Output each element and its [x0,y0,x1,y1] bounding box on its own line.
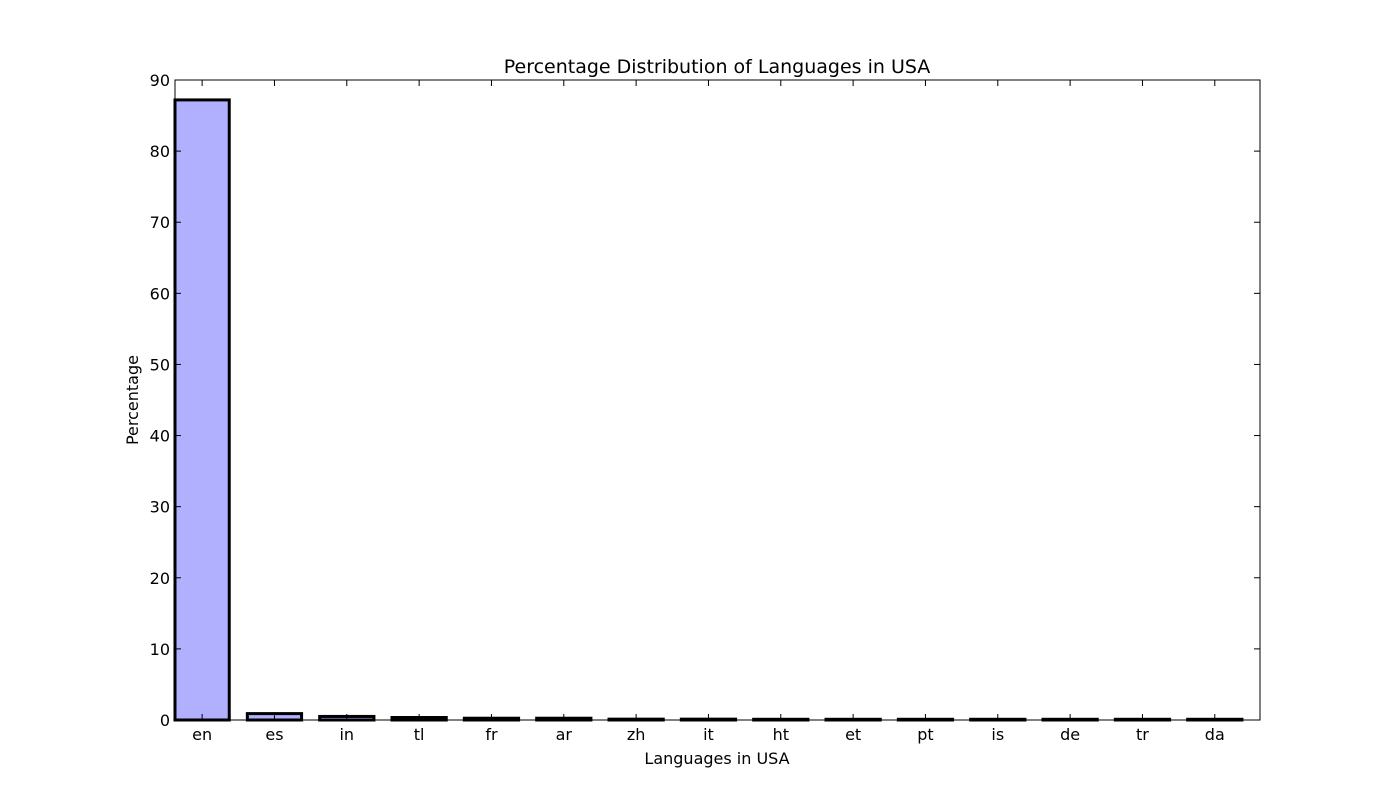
x-tick-label-tl: tl [414,725,425,744]
x-tick-label-in: in [339,725,354,744]
y-axis-label: Percentage [123,355,142,445]
plot-frame [174,79,1261,721]
x-tick-label-fr: fr [485,725,498,744]
y-tick-label: 80 [150,142,170,161]
x-tick-label-da: da [1205,725,1225,744]
x-tick-label-ht: ht [773,725,789,744]
x-tick-label-de: de [1060,725,1080,744]
y-tick-label: 20 [150,569,170,588]
y-tick-label: 50 [150,355,170,374]
bar-en [173,98,231,722]
y-tick-label: 90 [150,71,170,90]
x-axis-label: Languages in USA [644,749,789,768]
x-tick-label-it: it [703,725,714,744]
x-tick-label-is: is [991,725,1004,744]
y-tick-label: 10 [150,640,170,659]
x-tick-label-tr: tr [1136,725,1149,744]
x-tick-label-en: en [192,725,212,744]
y-tick-label: 40 [150,427,170,446]
x-tick-label-es: es [265,725,283,744]
chart-title: Percentage Distribution of Languages in … [504,56,931,78]
x-tick-label-et: et [845,725,861,744]
x-ticks-group: en es in tl fr ar zh it ht et pt is de tr da [192,80,1225,744]
x-tick-label-ar: ar [556,725,573,744]
y-ticks-group: 0 10 20 30 40 50 60 70 80 90 [150,71,1260,730]
y-tick-label: 0 [160,711,170,730]
x-tick-label-pt: pt [917,725,933,744]
y-tick-label: 60 [150,284,170,303]
x-tick-label-zh: zh [627,725,646,744]
y-tick-label: 30 [150,498,170,517]
y-tick-label: 70 [150,213,170,232]
